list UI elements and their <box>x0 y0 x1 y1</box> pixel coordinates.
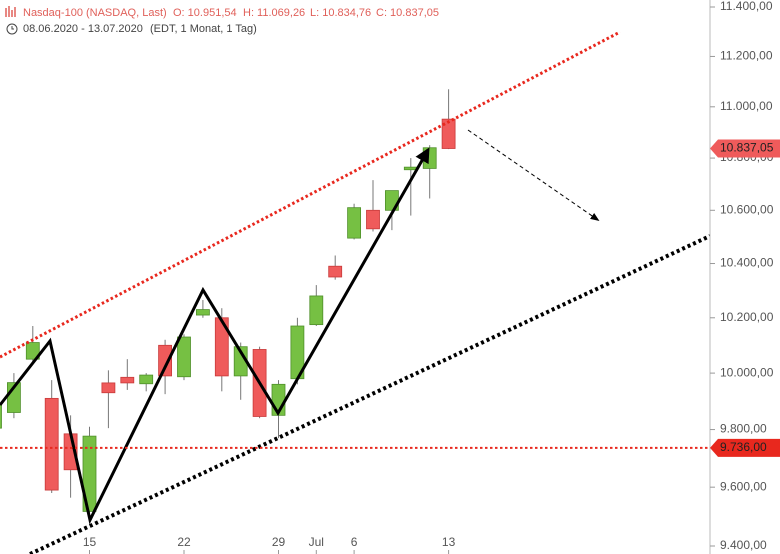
y-tick-label: 9.800,00 <box>720 422 767 436</box>
annotations <box>0 30 710 554</box>
open-value: O: 10.951,54 <box>173 7 237 19</box>
candle-body <box>441 118 456 149</box>
y-tick-label: 9.400,00 <box>720 538 767 552</box>
high-value: H: 11.069,26 <box>243 7 305 19</box>
plot-area <box>0 89 456 520</box>
last-price-label: 10.837,05 <box>720 141 774 155</box>
candle-body <box>366 209 380 230</box>
x-tick-label: 22 <box>177 535 191 549</box>
level-tag <box>710 438 780 457</box>
candle-body <box>422 147 437 169</box>
low-value: L: 10.834,76 <box>310 7 371 19</box>
y-tick-label: 10.000,00 <box>720 365 774 379</box>
header-icon <box>5 6 18 35</box>
candle-body <box>139 374 154 385</box>
date-range: 08.06.2020 - 13.07.2020 <box>23 23 143 35</box>
candle-body <box>214 317 229 377</box>
wave-path <box>0 147 430 525</box>
level-label: 9.736,00 <box>720 440 767 454</box>
candle-body <box>158 344 173 377</box>
candle-body <box>309 295 324 326</box>
x-tick-label: 29 <box>272 535 286 549</box>
y-tick-label: 11.200,00 <box>720 49 773 63</box>
y-tick-label: 10.600,00 <box>720 202 774 216</box>
candle-body <box>120 376 135 384</box>
candle-body <box>347 207 362 239</box>
candle-body <box>44 397 59 491</box>
candle-body <box>101 382 116 394</box>
settings: (EDT, 1 Monat, 1 Tag) <box>150 23 257 35</box>
candle-body <box>328 265 343 278</box>
y-tick-label: 10.400,00 <box>720 256 774 270</box>
upper-trend-line <box>0 30 621 359</box>
y-tick-label: 11.400,00 <box>720 0 773 13</box>
y-tick-label: 9.600,00 <box>720 479 767 493</box>
x-tick-label: 15 <box>83 535 97 549</box>
y-tick-label: 10.200,00 <box>720 310 774 324</box>
symbol: Nasdaq-100 (NASDAQ, Last) <box>23 7 167 19</box>
candle-body <box>25 342 40 360</box>
x-tick-label: 13 <box>442 535 456 549</box>
candle-body <box>195 309 210 316</box>
candle-body <box>177 336 191 378</box>
candle-body <box>0 404 2 429</box>
x-tick-label: Jul <box>309 535 324 549</box>
y-tick-label: 11.000,00 <box>720 99 773 113</box>
last-price-tag <box>710 139 780 158</box>
lower-trend-line <box>29 234 710 554</box>
x-tick-label: 6 <box>351 535 358 549</box>
close-value: C: 10.837,05 <box>376 7 439 19</box>
projection-arrow <box>467 129 600 222</box>
